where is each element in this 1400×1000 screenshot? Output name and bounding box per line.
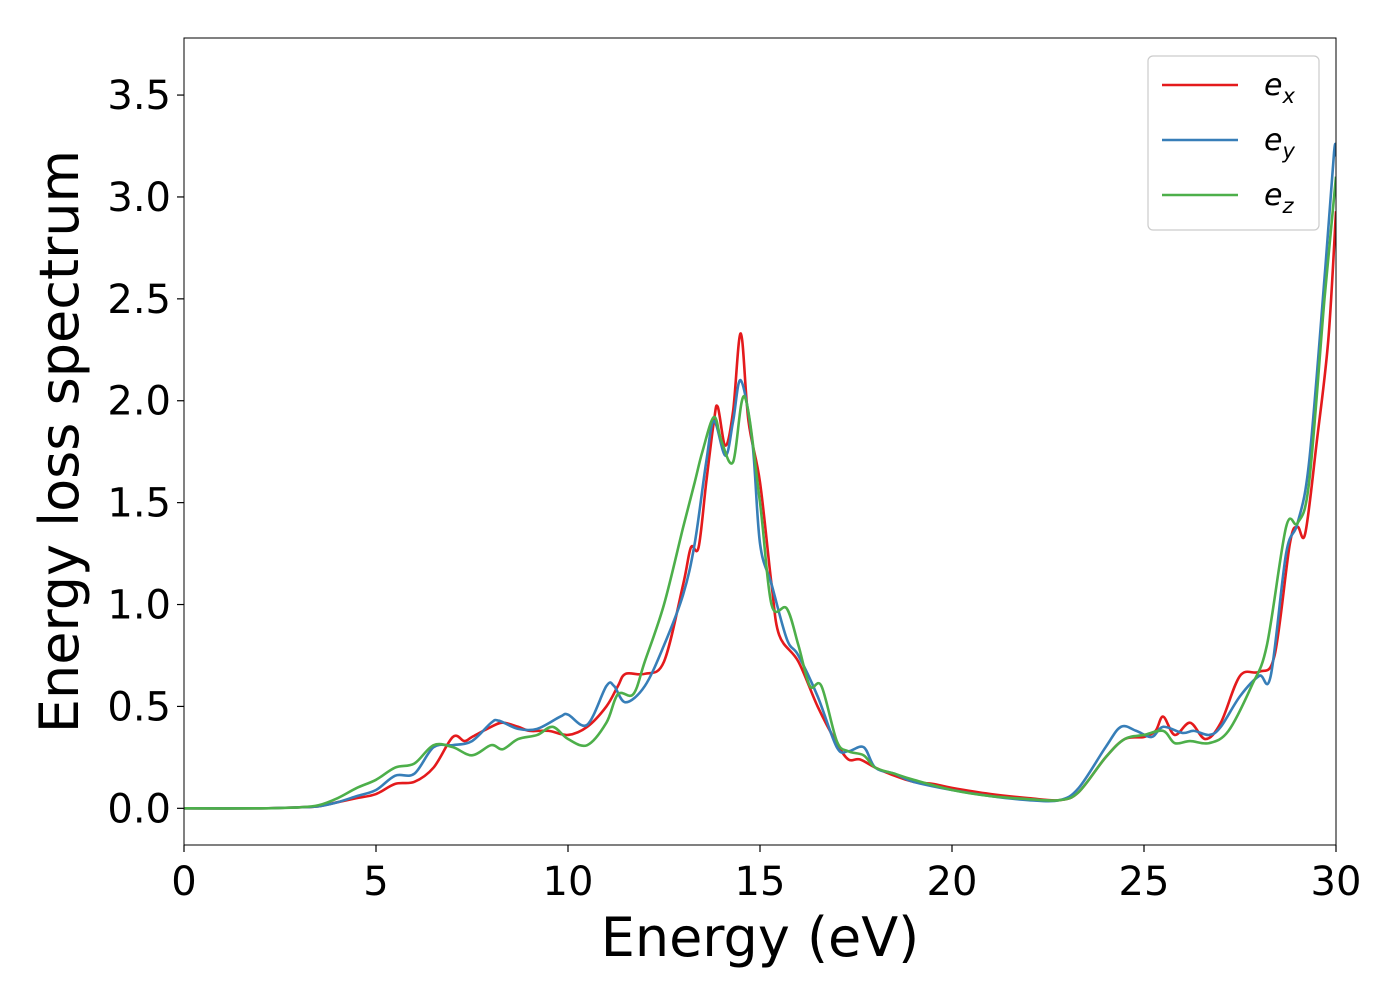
series-line-ex	[184, 211, 1336, 810]
y-tick-label: 1.0	[107, 583, 171, 629]
y-tick-label: 2.0	[107, 379, 171, 425]
x-tick-label: 5	[363, 859, 388, 905]
y-tick-label: 2.5	[107, 277, 171, 323]
series-layer	[184, 142, 1336, 810]
x-tick-label: 30	[1311, 859, 1362, 905]
x-axis-title: Energy (eV)	[601, 906, 920, 969]
legend-label-ex: ex	[1264, 68, 1295, 108]
x-tick-label: 20	[927, 859, 978, 905]
y-tick-label: 3.5	[107, 73, 171, 119]
x-tick-label: 25	[1119, 859, 1170, 905]
x-tick-label: 15	[735, 859, 786, 905]
legend: ex ey ez	[1147, 55, 1320, 231]
y-tick-label: 1.5	[107, 481, 171, 527]
x-tick-label: 10	[543, 859, 594, 905]
y-tick-label: 0.0	[107, 786, 171, 832]
x-tick-label: 0	[171, 859, 196, 905]
legend-box	[1147, 55, 1320, 231]
y-tick-label: 3.0	[107, 175, 171, 221]
y-axis-title: Energy loss spectrum	[28, 150, 91, 733]
ticks-layer: 0 5 10 15 20 25 30 0.0 0.5 1.0 1.5 2.0 2.5 3.0 3.5	[107, 73, 1361, 905]
series-line-ey	[184, 142, 1336, 810]
series-line-ez	[184, 176, 1336, 810]
legend-label-ez: ez	[1264, 178, 1294, 218]
y-tick-label: 0.5	[107, 684, 171, 730]
legend-label-ey: ey	[1264, 123, 1295, 163]
